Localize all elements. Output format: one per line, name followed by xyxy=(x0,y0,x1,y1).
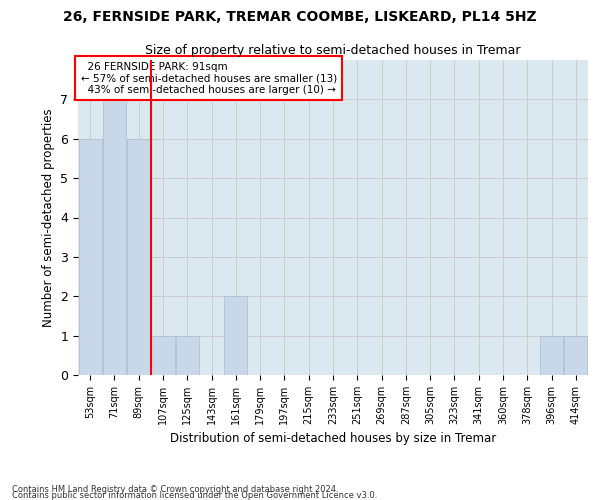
Text: 26 FERNSIDE PARK: 91sqm
← 57% of semi-detached houses are smaller (13)
  43% of : 26 FERNSIDE PARK: 91sqm ← 57% of semi-de… xyxy=(80,62,337,95)
X-axis label: Distribution of semi-detached houses by size in Tremar: Distribution of semi-detached houses by … xyxy=(170,432,496,446)
Title: Size of property relative to semi-detached houses in Tremar: Size of property relative to semi-detach… xyxy=(145,44,521,58)
Bar xyxy=(176,336,199,375)
Text: Contains public sector information licensed under the Open Government Licence v3: Contains public sector information licen… xyxy=(12,492,377,500)
Text: 26, FERNSIDE PARK, TREMAR COOMBE, LISKEARD, PL14 5HZ: 26, FERNSIDE PARK, TREMAR COOMBE, LISKEA… xyxy=(63,10,537,24)
Y-axis label: Number of semi-detached properties: Number of semi-detached properties xyxy=(42,108,55,327)
Bar xyxy=(565,336,587,375)
Bar xyxy=(79,138,101,375)
Bar xyxy=(127,138,150,375)
Bar xyxy=(103,100,126,375)
Bar xyxy=(224,296,247,375)
Text: Contains HM Land Registry data © Crown copyright and database right 2024.: Contains HM Land Registry data © Crown c… xyxy=(12,484,338,494)
Bar xyxy=(540,336,563,375)
Bar xyxy=(151,336,175,375)
